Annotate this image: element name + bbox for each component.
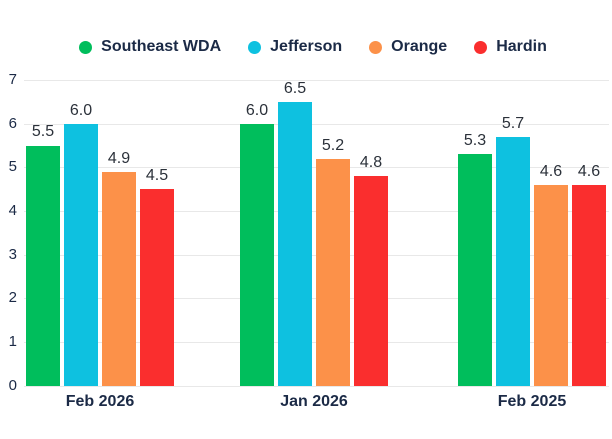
bar-value-label: 4.5 xyxy=(145,167,169,185)
bar-value-label: 5.5 xyxy=(31,123,55,141)
legend-item-0[interactable]: Southeast WDA xyxy=(79,38,221,56)
legend-swatch-icon xyxy=(369,40,383,54)
x-axis-category-label: Feb 2026 xyxy=(65,393,135,410)
bar-value-label: 5.3 xyxy=(463,132,487,150)
legend-item-3[interactable]: Hardin xyxy=(474,38,547,56)
bar-orange-2 xyxy=(534,184,568,386)
y-axis-tick-label: 0 xyxy=(8,376,17,394)
gridline xyxy=(24,385,609,387)
y-axis-tick-label: 1 xyxy=(8,332,17,350)
legend-label: Hardin xyxy=(496,38,547,55)
x-axis-category-label: Feb 2025 xyxy=(497,393,567,410)
y-axis-tick-label: 3 xyxy=(8,245,17,263)
y-axis-tick-label: 2 xyxy=(8,289,17,307)
y-axis-tick-label: 5 xyxy=(8,158,17,176)
bar-jefferson-2 xyxy=(496,136,530,386)
bar-value-label: 5.2 xyxy=(321,136,345,154)
bar-value-label: 5.7 xyxy=(501,114,525,132)
bar-value-label: 4.8 xyxy=(359,154,383,171)
legend-label: Jefferson xyxy=(270,38,343,55)
bar-southeast-wda-2 xyxy=(458,154,492,386)
bar-southeast-wda-1 xyxy=(240,123,274,386)
y-axis-tick-label: 7 xyxy=(8,71,17,88)
bar-hardin-1 xyxy=(354,176,388,386)
gridline xyxy=(24,123,609,125)
bar-value-label: 4.9 xyxy=(107,149,131,167)
legend-swatch-icon xyxy=(79,40,93,54)
bar-value-label: 6.5 xyxy=(283,79,307,97)
bar-value-label: 6.0 xyxy=(69,101,93,119)
bar-jefferson-0 xyxy=(64,123,98,386)
legend-swatch-icon xyxy=(474,40,488,54)
chart-legend: Southeast WDA Jefferson Orange Hardin xyxy=(0,38,612,56)
bar-hardin-0 xyxy=(140,189,174,386)
legend-item-1[interactable]: Jefferson xyxy=(248,38,342,56)
legend-swatch-icon xyxy=(248,40,262,54)
bar-orange-1 xyxy=(316,158,350,386)
bar-orange-0 xyxy=(102,171,136,386)
legend-item-2[interactable]: Orange xyxy=(369,38,447,56)
x-axis-category-label: Jan 2026 xyxy=(280,393,348,410)
legend-label: Southeast WDA xyxy=(101,38,222,55)
bar-jefferson-1 xyxy=(278,101,312,386)
gridline xyxy=(24,80,609,81)
legend-label: Orange xyxy=(391,38,448,55)
bar-value-label: 4.6 xyxy=(577,162,601,180)
y-axis-tick-label: 4 xyxy=(8,201,17,219)
bar-value-label: 4.6 xyxy=(539,162,563,180)
bar-southeast-wda-0 xyxy=(26,145,60,386)
bar-hardin-2 xyxy=(572,184,606,386)
bar-value-label: 6.0 xyxy=(245,101,269,119)
y-axis-tick-label: 6 xyxy=(8,114,17,132)
